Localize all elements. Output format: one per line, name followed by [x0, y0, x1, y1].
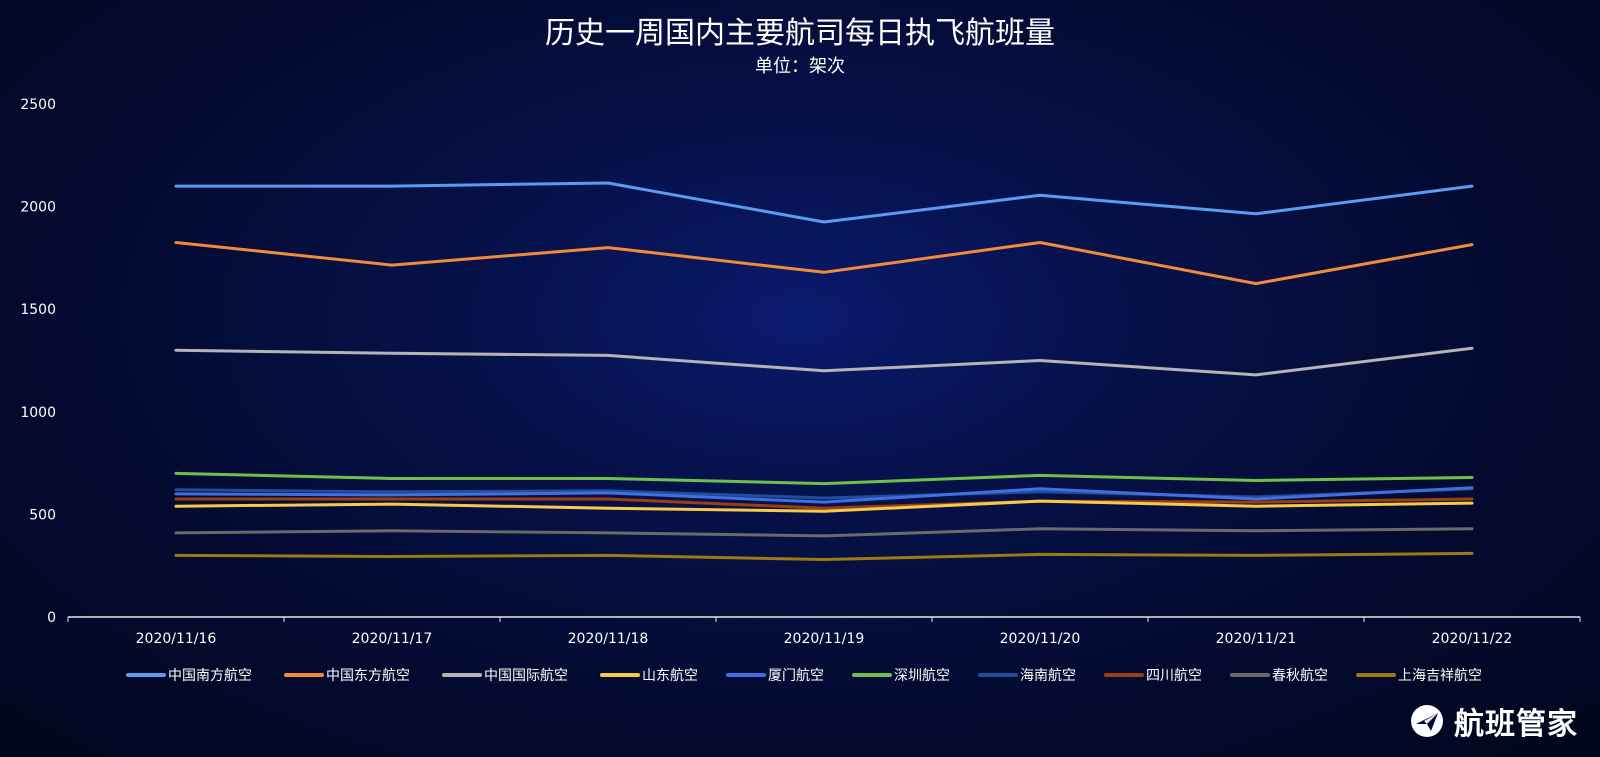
x-tick-label: 2020/11/17 — [352, 631, 433, 647]
y-tick-label: 500 — [29, 507, 56, 523]
brand-logo: 航班管家 — [1410, 699, 1578, 743]
legend-label: 厦门航空 — [768, 668, 824, 684]
series-line-6 — [174, 471, 1474, 486]
legend-label: 春秋航空 — [1272, 668, 1328, 684]
legend-label: 中国南方航空 — [168, 668, 252, 684]
series-lines — [174, 181, 1474, 561]
legend-item[interactable]: 中国国际航空 — [442, 668, 568, 684]
y-tick-label: 2500 — [20, 97, 56, 113]
airplane-logo-icon — [1411, 705, 1443, 737]
series-line-10 — [174, 551, 1474, 561]
legend-label: 深圳航空 — [894, 668, 950, 684]
series-line-4 — [174, 499, 1474, 513]
x-tick-label: 2020/11/20 — [1000, 631, 1081, 647]
series-line-1 — [174, 181, 1474, 224]
brand-logo-text: 航班管家 — [1454, 707, 1578, 742]
series-line-5 — [174, 486, 1474, 504]
y-axis: 0 500 1000 1500 2000 2500 — [20, 97, 56, 626]
series-line-9 — [174, 527, 1474, 538]
x-tick-label: 2020/11/22 — [1432, 631, 1513, 647]
series-line-8 — [174, 497, 1474, 510]
x-tick-label: 2020/11/21 — [1216, 631, 1297, 647]
chart-title: 历史一周国内主要航司每日执飞航班量 — [545, 16, 1055, 51]
legend-item[interactable]: 四川航空 — [1104, 668, 1202, 684]
x-axis: 2020/11/16 2020/11/17 2020/11/18 2020/11/19… — [67, 616, 1581, 647]
chart-subtitle: 单位：架次 — [755, 56, 845, 77]
legend-label: 海南航空 — [1020, 668, 1076, 684]
legend: 中国南方航空 中国东方航空 中国国际航空 山东航空 厦门航空 深圳航空 海南航空 四川航空 春秋… — [126, 668, 1482, 684]
legend-label: 四川航空 — [1146, 668, 1202, 684]
x-tick-label: 2020/11/19 — [784, 631, 865, 647]
y-tick-label: 1000 — [20, 405, 56, 421]
series-line-7 — [174, 487, 1474, 500]
legend-label: 中国国际航空 — [484, 668, 568, 684]
legend-item[interactable]: 春秋航空 — [1230, 668, 1328, 684]
legend-item[interactable]: 上海吉祥航空 — [1356, 668, 1482, 684]
legend-item[interactable]: 厦门航空 — [726, 668, 824, 684]
legend-item[interactable]: 中国南方航空 — [126, 668, 252, 684]
series-line-3 — [174, 346, 1474, 377]
legend-item[interactable]: 山东航空 — [600, 668, 698, 684]
legend-item[interactable]: 深圳航空 — [852, 668, 950, 684]
x-tick-label: 2020/11/18 — [568, 631, 649, 647]
y-tick-label: 2000 — [20, 200, 56, 216]
legend-label: 山东航空 — [642, 668, 698, 684]
y-tick-label: 1500 — [20, 302, 56, 318]
legend-item[interactable]: 中国东方航空 — [284, 668, 410, 684]
legend-label: 中国东方航空 — [326, 668, 410, 684]
legend-label: 上海吉祥航空 — [1398, 668, 1482, 684]
legend-item[interactable]: 海南航空 — [978, 668, 1076, 684]
series-line-2 — [174, 241, 1474, 286]
y-tick-label: 0 — [47, 610, 56, 626]
x-tick-label: 2020/11/16 — [136, 631, 217, 647]
